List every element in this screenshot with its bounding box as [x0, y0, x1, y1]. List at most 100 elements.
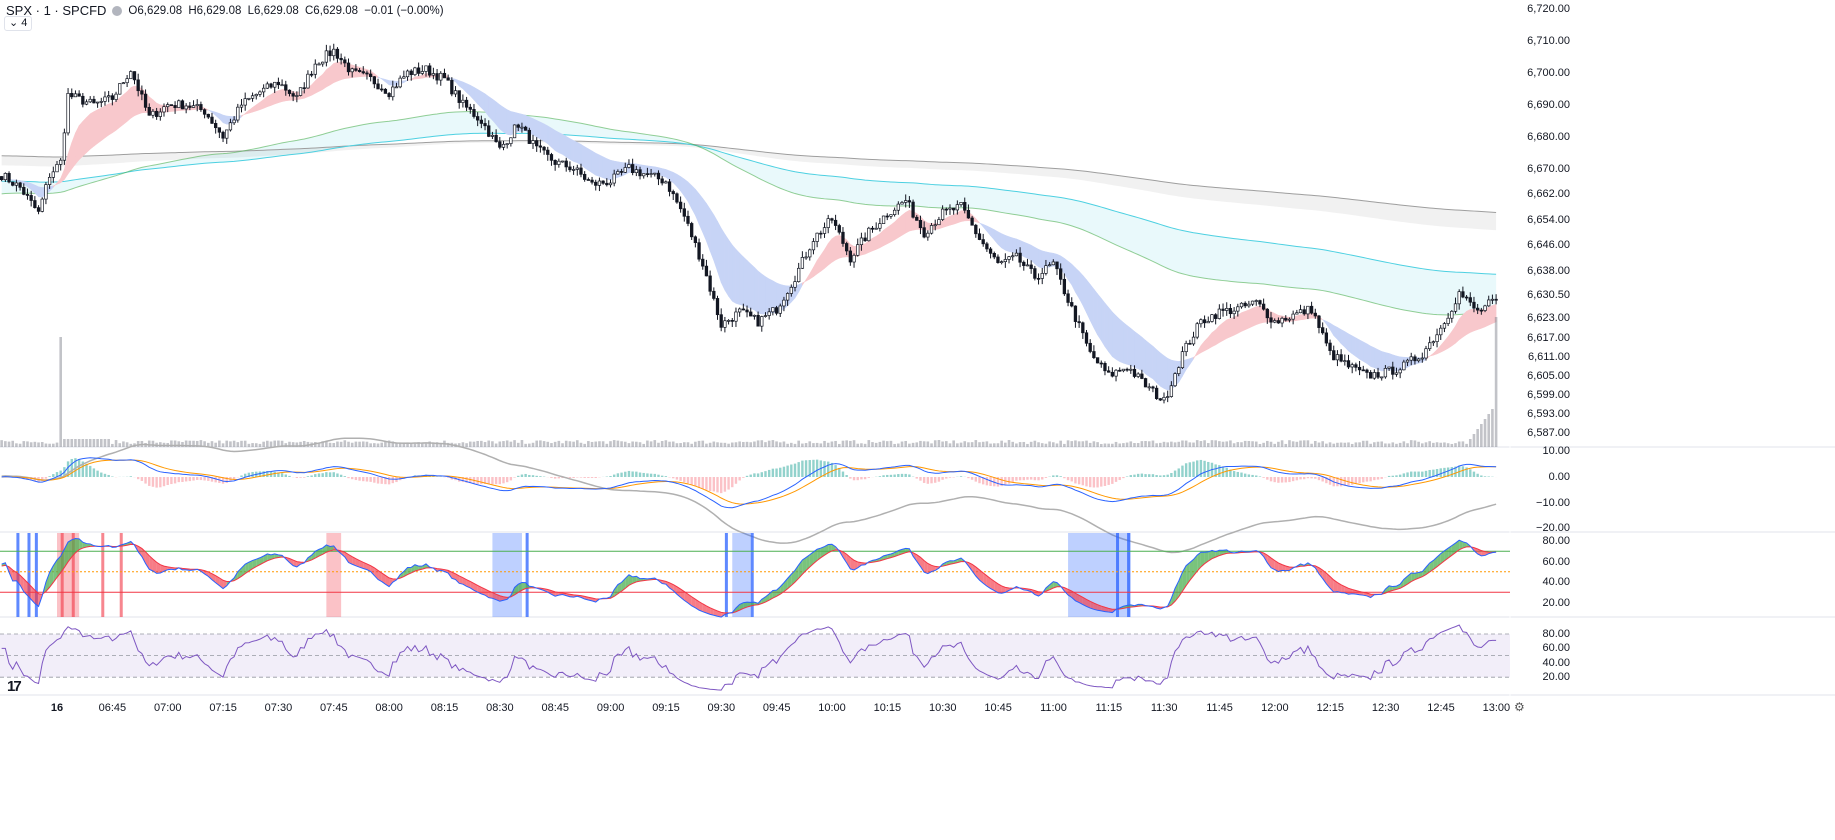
candle-body	[542, 146, 546, 151]
macd-histogram-bar	[1369, 477, 1372, 482]
macd-histogram-bar	[594, 477, 597, 478]
macd-histogram-bar	[1354, 477, 1358, 484]
tradingview-logo[interactable]: 17	[7, 678, 22, 695]
macd-histogram-bar	[1218, 465, 1221, 477]
candle-body	[992, 252, 996, 258]
volume-bar	[384, 441, 387, 447]
candle-body	[697, 242, 701, 260]
oscillator-fill	[695, 599, 700, 611]
candle-body	[1040, 273, 1044, 279]
macd-histogram-bar	[461, 477, 465, 483]
indicators-collapse-button[interactable]: ⌄ 4	[4, 16, 33, 31]
macd-histogram-bar	[731, 477, 734, 488]
macd-histogram-bar	[723, 477, 727, 492]
volume-bar	[1000, 440, 1003, 447]
macd-histogram-bar	[280, 473, 284, 477]
volume-bar	[26, 441, 29, 447]
volume-bar	[767, 440, 771, 447]
candle-body	[1324, 332, 1329, 344]
macd-histogram-bar	[701, 477, 704, 489]
time-axis-label: 10:00	[818, 702, 846, 714]
oscillator-fill	[1389, 585, 1393, 592]
candle-body	[1276, 320, 1281, 324]
trend-band-segment	[1193, 351, 1198, 360]
trend-band-segment	[1488, 305, 1493, 326]
volume-bar	[4, 441, 7, 447]
volume-bar	[716, 442, 719, 447]
volume-bar	[1480, 424, 1483, 447]
candle-body	[70, 93, 74, 98]
trend-band-segment	[875, 233, 881, 250]
macd-histogram-bar	[1336, 477, 1339, 487]
macd-histogram-bar	[450, 477, 454, 480]
volume-bar	[1373, 442, 1376, 447]
candle-body	[180, 100, 185, 110]
candle-body	[239, 104, 244, 108]
macd-histogram-bar	[841, 471, 845, 477]
trend-band-segment	[1226, 318, 1231, 339]
symbol-title[interactable]: SPX · 1 · SPCFD	[6, 3, 107, 18]
trend-band-segment	[1071, 263, 1076, 293]
volume-bar	[1033, 440, 1037, 447]
trend-band-segment	[990, 227, 995, 241]
time-axis-label: 09:45	[762, 702, 791, 714]
volume-bar	[343, 440, 347, 447]
volume-bar	[730, 442, 734, 447]
macd-histogram-bar	[1343, 477, 1347, 486]
candle-body	[608, 182, 613, 186]
macd-histogram-bar	[948, 477, 952, 478]
macd-histogram-bar	[155, 477, 158, 488]
candle-body	[1405, 359, 1410, 363]
trend-band-segment	[813, 260, 818, 278]
macd-histogram-bar	[572, 477, 575, 479]
volume-bar	[446, 442, 450, 447]
oscillator-fill	[739, 602, 744, 611]
macd-histogram-bar	[620, 472, 623, 477]
oscillator-fill	[702, 603, 707, 614]
volume-bar	[373, 443, 376, 447]
volume-bar	[893, 443, 896, 447]
candle-body	[800, 257, 805, 269]
trend-band-segment	[1237, 312, 1242, 334]
oscillator-fill	[1385, 585, 1390, 594]
volume-bar	[992, 443, 996, 447]
candle-body	[232, 119, 236, 124]
macd-histogram-bar	[387, 477, 391, 485]
rsi-axis-label: 40.00	[1542, 656, 1570, 669]
volume-bar	[1406, 443, 1409, 447]
volume-bar	[1206, 443, 1210, 447]
market-status-icon	[112, 5, 123, 16]
candle-body	[616, 171, 620, 175]
candle-body	[398, 77, 402, 88]
macd-histogram-bar	[306, 476, 310, 477]
candle-body	[619, 171, 624, 173]
settings-icon[interactable]: ⚙	[1514, 700, 1525, 714]
macd-histogram-bar	[1133, 474, 1136, 477]
macd-histogram-bar	[590, 477, 594, 478]
candle-body	[210, 116, 214, 124]
macd-histogram-bar	[635, 471, 638, 477]
volume-bar	[1487, 414, 1491, 447]
volume-bar	[199, 440, 203, 447]
macd-histogram-bar	[1229, 469, 1232, 477]
oscillator-axis-label: 20.00	[1542, 596, 1570, 609]
candle-body	[940, 208, 945, 220]
macd-histogram-bar	[85, 463, 88, 477]
candle-body	[737, 308, 742, 313]
candle-body	[405, 70, 410, 78]
trend-band-segment	[724, 233, 729, 298]
oscillator-fill	[16, 572, 21, 586]
candle-body	[0, 176, 4, 181]
volume-bar	[1059, 440, 1062, 447]
volume-bar	[719, 442, 723, 447]
ohlc-values: O6,629.08 H6,629.08 L6,629.08 C6,629.08 …	[128, 5, 446, 17]
trend-band-segment	[820, 248, 825, 272]
oscillator-fill	[1271, 557, 1275, 570]
volume-bar	[332, 442, 336, 447]
candle-body	[472, 109, 476, 117]
volume-bar	[823, 440, 826, 447]
macd-histogram-bar	[1052, 475, 1055, 477]
candle-body	[822, 227, 827, 234]
trend-band-segment	[602, 156, 608, 180]
